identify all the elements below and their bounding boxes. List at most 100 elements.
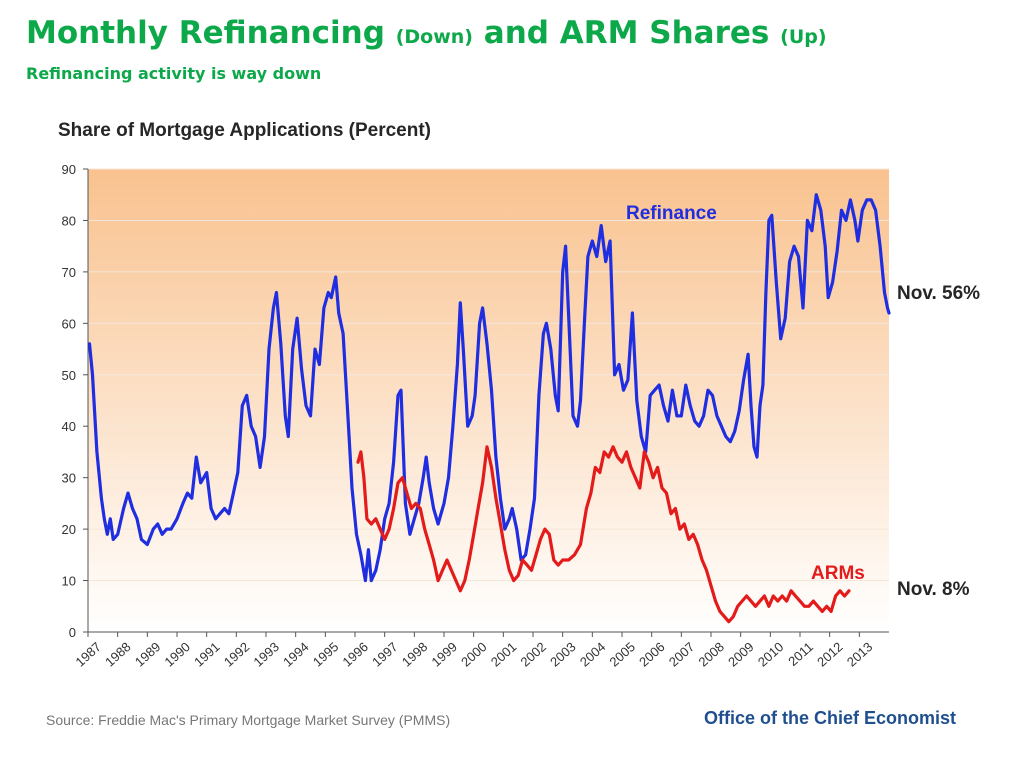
- refinance-data-point: [205, 471, 208, 474]
- arms-data-point: [661, 487, 663, 489]
- arms-data-point: [750, 600, 752, 602]
- refinance-data-point: [511, 507, 513, 510]
- refinance-data-point: [337, 312, 340, 314]
- refinance-data-point: [296, 317, 298, 320]
- arms-data-point: [535, 554, 537, 556]
- refinance-data-point: [857, 240, 859, 242]
- refinance-data-point: [367, 548, 370, 551]
- arms-data-point: [517, 574, 519, 577]
- refinance-data-point: [223, 507, 226, 510]
- refinance-data-point: [733, 430, 736, 433]
- refinance-data-point: [827, 296, 829, 299]
- refinance-data-point: [447, 476, 450, 479]
- refinance-data-point: [327, 291, 330, 294]
- refinance-data-point: [428, 482, 431, 484]
- x-tick-label: 1989: [132, 639, 164, 669]
- refinance-data-point: [631, 312, 634, 314]
- refinance-data-point: [698, 425, 700, 428]
- arms-data-point: [468, 559, 471, 561]
- refinance-data-point: [370, 579, 373, 582]
- arms-data-point: [357, 461, 359, 464]
- y-tick-label: 70: [62, 265, 76, 280]
- mortgage-applications-chart: Share of Mortgage Applications (Percent)…: [58, 120, 980, 670]
- arms-data-point: [736, 605, 739, 608]
- refinance-data-point: [702, 415, 705, 417]
- arms-data-point: [441, 569, 444, 572]
- refinance-data-point: [459, 302, 462, 304]
- refinance-data-point: [397, 394, 399, 397]
- refinance-data-point: [136, 518, 138, 520]
- refinance-data-point: [334, 276, 337, 278]
- refinance-data-point: [478, 322, 481, 325]
- refinance-data-point: [622, 389, 625, 392]
- arms-data-point: [616, 456, 619, 458]
- arms-data-point: [732, 615, 735, 618]
- refinance-data-point: [122, 507, 125, 510]
- refinance-data-point: [241, 404, 244, 407]
- arms-data-point: [370, 523, 373, 525]
- refinance-data-point: [564, 245, 567, 247]
- arms-data-point: [599, 471, 601, 474]
- y-tick-label: 60: [62, 316, 76, 331]
- arms-data-point: [415, 502, 417, 505]
- refinance-data-point: [466, 425, 469, 428]
- arms-data-point: [808, 605, 810, 608]
- refinance-data-point: [550, 348, 552, 350]
- refinance-data-point: [596, 255, 598, 258]
- arms-data-point: [428, 543, 431, 546]
- refinance-data-point: [146, 543, 149, 546]
- arms-data-point: [741, 600, 743, 602]
- arms-nov-label: Nov. 8%: [897, 579, 970, 600]
- refinance-data-point: [490, 389, 493, 392]
- refinance-data-point: [96, 451, 98, 453]
- refinance-data-point: [176, 518, 178, 520]
- arms-data-point: [785, 600, 788, 602]
- refinance-data-point: [747, 353, 749, 356]
- refinance-data-point: [232, 492, 235, 494]
- refinance-data-point: [287, 435, 290, 438]
- refinance-data-point: [788, 260, 791, 263]
- refinance-data-point: [474, 394, 476, 397]
- x-tick-label: 2008: [695, 639, 727, 669]
- arms-data-point: [768, 605, 770, 608]
- x-tick-label: 1990: [161, 639, 193, 669]
- slide-subtitle: Refinancing activity is way down: [26, 64, 322, 83]
- refinance-data-point: [456, 363, 459, 366]
- refinance-data-point: [280, 343, 282, 345]
- refinance-data-point: [100, 497, 103, 500]
- refinance-data-point: [886, 307, 889, 309]
- refinance-data-point: [392, 461, 395, 464]
- x-tick-label: 1992: [221, 639, 253, 669]
- arms-data-point: [544, 528, 546, 530]
- refinance-data-point: [342, 332, 344, 335]
- refinance-data-point: [425, 456, 428, 458]
- refinance-data-point: [753, 446, 755, 448]
- arms-data-point: [512, 579, 515, 582]
- refinance-data-point: [228, 512, 230, 515]
- refinance-data-point: [738, 410, 740, 412]
- arms-data-point: [803, 605, 806, 608]
- refinance-data-point: [845, 219, 847, 222]
- refinance-data-point: [437, 523, 439, 525]
- arms-data-point: [670, 512, 672, 515]
- refinance-data-point: [351, 487, 353, 489]
- refinance-data-point: [156, 523, 159, 525]
- refinance-data-point: [883, 291, 886, 294]
- refinance-data-point: [707, 389, 709, 392]
- arms-data-point: [490, 466, 493, 469]
- arms-data-point: [630, 466, 632, 469]
- refinance-data-point: [481, 307, 484, 309]
- x-tick-label: 1987: [72, 639, 104, 669]
- arms-data-point: [481, 482, 484, 484]
- x-tick-label: 2001: [488, 639, 520, 669]
- refinance-data-point: [346, 410, 349, 412]
- y-tick-label: 90: [62, 162, 76, 177]
- refinance-data-point: [409, 533, 411, 536]
- refinance-data-point: [452, 425, 454, 428]
- refinance-data-point: [504, 528, 506, 530]
- arms-data-point: [790, 590, 792, 592]
- x-tick-label: 2007: [666, 639, 698, 669]
- arms-data-point: [781, 595, 783, 597]
- refinance-data-point: [486, 343, 488, 345]
- refinance-data-point: [569, 348, 571, 350]
